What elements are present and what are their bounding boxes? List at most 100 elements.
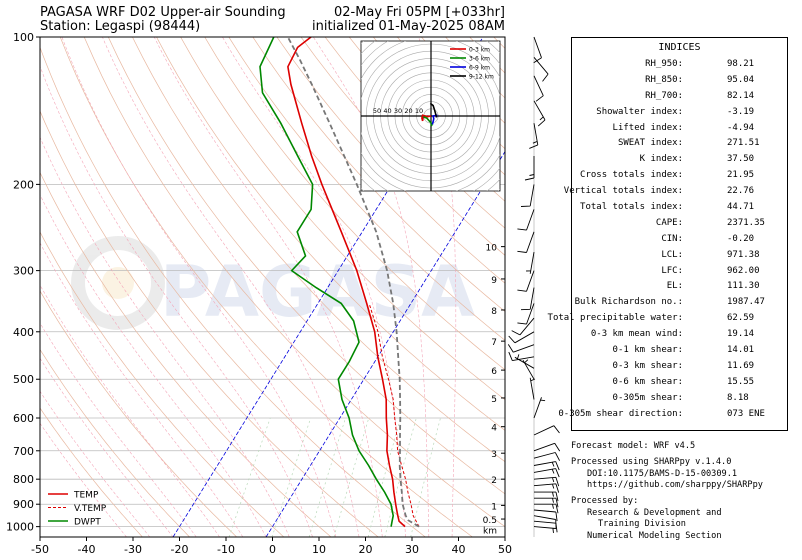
wind-barb (533, 36, 542, 64)
hodograph-legend-label: 6-9 km (469, 65, 490, 72)
index-value: 37.50 (727, 154, 755, 165)
index-value: 11.69 (727, 360, 755, 371)
hodograph-trace (421, 114, 432, 122)
x-tick-label: 20 (359, 543, 373, 556)
temp-line (287, 37, 406, 528)
index-label: Lifted index: (612, 122, 683, 133)
index-row: Cross totals index: 21.95 (572, 170, 787, 186)
dry-adiabat (40, 348, 190, 537)
legend-label: DWPT (74, 518, 101, 528)
index-label: 0-3 km mean wind: (590, 329, 683, 340)
moist-adiabat (40, 357, 174, 537)
index-row: 0-1 km shear: 14.01 (572, 345, 787, 361)
index-row: Vertical totals index: 22.76 (564, 186, 787, 202)
index-value: 2371.35 (727, 217, 765, 228)
mixing-ratio-line (333, 417, 370, 537)
footer-model: Forecast model: WRF v4.5 (571, 441, 696, 451)
title-line-2: Station: Legaspi (98444) (40, 19, 201, 34)
index-row: RH_850: 95.04 (572, 75, 787, 91)
valid-time: 02-May Fri 05PM [+033hr] initialized 01-… (312, 6, 505, 34)
index-row: K index: 37.50 (572, 154, 787, 170)
wind-barb (520, 287, 535, 311)
height-label: 3 (491, 450, 497, 460)
index-value: 271.51 (727, 138, 760, 149)
valid-line-1: 02-May Fri 05PM [+033hr] (333, 5, 505, 20)
wind-barb (533, 57, 549, 82)
dry-adiabat (40, 171, 332, 537)
chart-title: PAGASA WRF D02 Upper-air Sounding Statio… (40, 6, 286, 34)
index-value: 073 ENE (727, 408, 765, 419)
dry-adiabat (40, 407, 143, 537)
hodograph-legend-label: 3-6 km (469, 56, 490, 63)
index-value: 8.18 (727, 392, 749, 403)
footer-org-2: Training Division (598, 519, 686, 530)
index-label: CIN: (661, 233, 683, 244)
footer-doi: DOI:10.1175/BAMS-D-15-00309.1 (587, 468, 738, 479)
dry-adiabat (228, 37, 505, 341)
x-tick-label: -50 (31, 543, 49, 556)
wind-barb (529, 123, 539, 149)
mixing-ratio-line (410, 417, 441, 537)
index-label: Cross totals index: (580, 170, 683, 181)
wind-barb (533, 509, 558, 522)
dry-adiabat (83, 37, 505, 528)
watermark-text: PAGASA (160, 251, 475, 333)
plot-area (40, 37, 505, 537)
y-tick-label: 300 (13, 265, 34, 278)
index-label: 0-305m shear: (612, 392, 683, 403)
x-tick-label: 0 (269, 543, 276, 556)
index-label: Total precipitable water: (547, 313, 683, 324)
y-tick-label: 400 (13, 326, 34, 339)
hodograph-ring-label: 10 (415, 107, 423, 115)
hodograph-ring-label: 20 (404, 107, 412, 115)
index-value: 962.00 (727, 265, 760, 276)
moist-adiabat (61, 37, 337, 537)
legend-label: TEMP (73, 491, 99, 501)
index-row: 0-3 km shear: 11.69 (572, 361, 787, 377)
moist-adiabat (40, 390, 151, 537)
x-tick-label: -40 (78, 543, 96, 556)
moist-adiabat (40, 322, 197, 537)
x-tick-label: 10 (312, 543, 326, 556)
wind-barb (533, 515, 557, 529)
index-label: SWEAT index: (617, 138, 683, 149)
index-value: 111.30 (727, 281, 760, 292)
height-label: 0.5 (483, 516, 497, 526)
index-row: Showalter index: -3.19 (572, 107, 787, 123)
index-label: Total totals index: (580, 202, 683, 213)
footer-url: https://github.com/sharppy/SHARPpy (587, 480, 763, 491)
wind-barbs (507, 36, 561, 533)
height-label: 6 (491, 367, 497, 377)
footer-processed-using: Processed using SHARPpy v.1.4.0 (571, 457, 732, 468)
wind-barb (533, 476, 560, 487)
dry-adiabat (40, 110, 379, 537)
wind-barb (533, 483, 560, 493)
height-label: 4 (491, 424, 497, 434)
index-value: 971.38 (727, 249, 760, 260)
indices-title: INDICES (658, 42, 701, 53)
parcel-line (287, 37, 420, 528)
index-row: CIN: -0.20 (572, 234, 787, 250)
x-tick-label: 30 (405, 543, 419, 556)
index-row: Total precipitable water: 62.59 (548, 313, 787, 329)
footer-info: Forecast model: WRF v4.5 Processed using… (571, 441, 801, 542)
wind-barb (517, 209, 535, 231)
dry-adiabat (252, 37, 505, 312)
title-line-1: PAGASA WRF D02 Upper-air Sounding (40, 5, 286, 20)
moist-adiabat (40, 65, 313, 537)
wind-barb (533, 425, 560, 436)
y-tick-label: 800 (13, 473, 34, 486)
index-label: 0-1 km shear: (612, 345, 683, 356)
index-row: RH_950: 98.21 (572, 59, 787, 75)
wind-barb (533, 468, 560, 478)
mixing-ratio-line (228, 417, 271, 537)
index-row: 0-6 km shear: 15.55 (572, 377, 787, 393)
moist-adiabat (153, 37, 383, 537)
moist-adiabat (40, 194, 267, 537)
wind-barb (508, 351, 535, 362)
index-row: Total totals index: 44.71 (572, 202, 787, 218)
indices-rows: RH_950: 98.21 RH_850: 95.04 RH_700: 82.14 Show… (548, 59, 787, 424)
wind-barb (514, 354, 535, 369)
index-value: -0.20 (727, 233, 755, 244)
